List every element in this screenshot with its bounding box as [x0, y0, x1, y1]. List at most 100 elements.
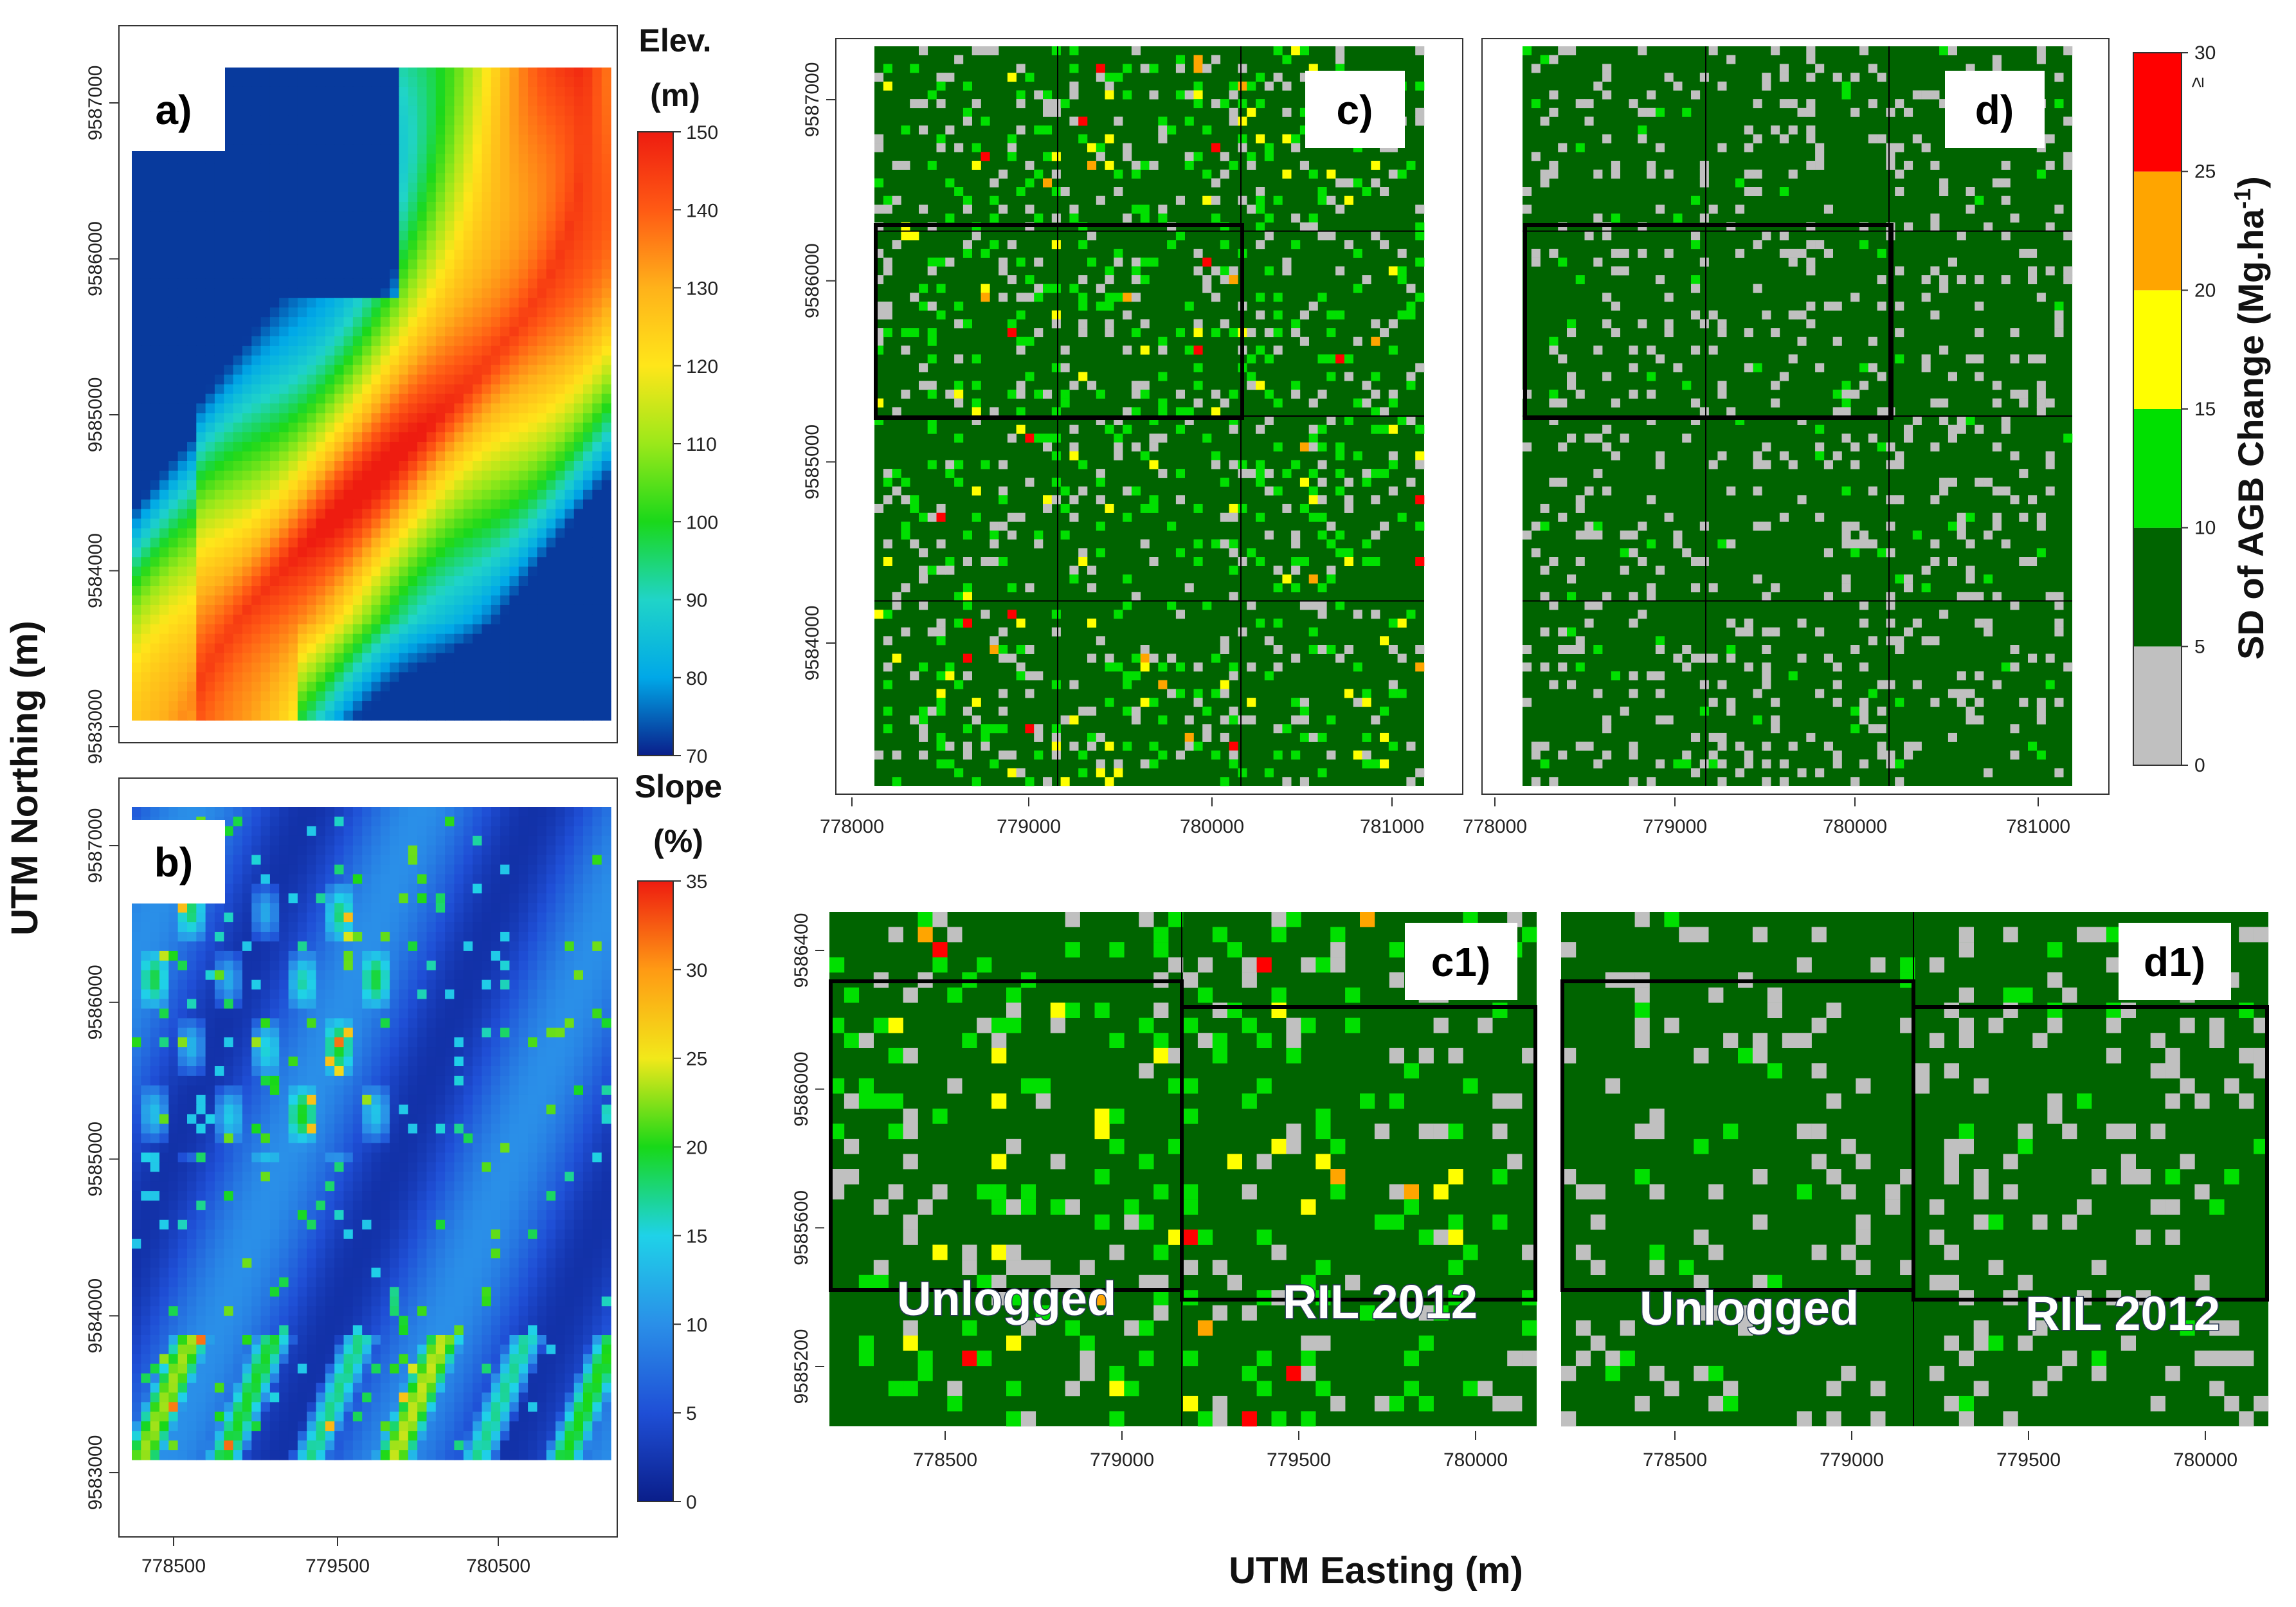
elevation-cell	[233, 202, 243, 212]
elevation-cell	[518, 422, 529, 433]
elevation-cell	[279, 288, 289, 298]
slope-cell	[371, 989, 381, 1000]
elevation-cell	[509, 682, 520, 692]
slope-cell	[426, 845, 437, 856]
slope-cell	[463, 874, 473, 884]
elevation-cell	[307, 125, 317, 136]
elevation-cell	[297, 595, 307, 606]
elevation-cell	[546, 96, 556, 107]
elevation-cell	[316, 653, 326, 663]
elevation-cell	[205, 192, 215, 203]
elevation-cell	[500, 317, 510, 327]
elevation-cell	[556, 711, 565, 721]
elevation-cell	[417, 183, 427, 193]
elevation-cell	[251, 576, 262, 586]
slope-cell	[205, 941, 215, 952]
elevation-cell	[214, 586, 224, 596]
elevation-cell	[334, 633, 345, 644]
elevation-cell	[233, 68, 243, 78]
slope-cell	[537, 912, 547, 923]
slope-cell	[316, 1008, 326, 1019]
elevation-cell	[445, 269, 455, 279]
elevation-cell	[316, 576, 326, 586]
elevation-cell	[445, 682, 455, 692]
elevation-cell	[546, 230, 556, 241]
slope-cell	[150, 1047, 160, 1057]
slope-cell	[546, 1047, 556, 1057]
elevation-cell	[390, 317, 400, 327]
elevation-cell	[371, 432, 381, 442]
elevation-cell	[500, 173, 510, 183]
slope-cell	[482, 1008, 492, 1019]
slope-cell	[334, 903, 345, 913]
slope-cell	[463, 922, 473, 932]
elevation-cell	[150, 384, 160, 395]
elevation-cell	[168, 643, 179, 654]
slope-cell	[399, 855, 409, 866]
elevation-cell	[491, 643, 501, 654]
slope-cell	[601, 826, 611, 837]
slope-cell	[518, 1028, 529, 1038]
elevation-cell	[509, 144, 520, 154]
elevation-cell	[269, 701, 280, 711]
elevation-cell	[132, 461, 141, 471]
elevation-cell	[233, 422, 243, 433]
elevation-cell	[325, 202, 335, 212]
elevation-cell	[565, 269, 575, 279]
elevation-cell	[417, 595, 427, 606]
elevation-cell	[316, 134, 326, 145]
elevation-cell	[390, 144, 400, 154]
slope-cell	[390, 989, 400, 1000]
elevation-cell	[408, 394, 418, 404]
elevation-cell	[482, 384, 492, 395]
elevation-cell	[168, 413, 179, 423]
slope-cell	[316, 903, 326, 913]
elevation-cell	[279, 259, 289, 269]
elevation-cell	[546, 662, 556, 673]
elevation-cell	[371, 442, 381, 452]
slope-cell	[343, 1018, 354, 1028]
elevation-cell	[233, 432, 243, 442]
elevation-cell	[473, 538, 482, 548]
elevation-cell	[454, 691, 464, 702]
elevation-cell	[601, 125, 611, 136]
elevation-cell	[150, 691, 160, 702]
elevation-cell	[583, 384, 593, 395]
elevation-cell	[187, 518, 197, 529]
elevation-cell	[408, 96, 418, 107]
elevation-cell	[187, 327, 197, 337]
slope-cell	[491, 989, 501, 1000]
elevation-cell	[168, 154, 179, 164]
slope-cell	[408, 979, 418, 990]
elevation-cell	[454, 105, 464, 116]
slope-cell	[500, 932, 510, 942]
elevation-cell	[435, 125, 446, 136]
elevation-cell	[334, 278, 345, 289]
elevation-cell	[417, 499, 427, 510]
slope-cell	[518, 893, 529, 903]
elevation-cell	[537, 374, 547, 385]
elevation-cell	[463, 144, 473, 154]
slope-cell	[224, 903, 234, 913]
elevation-cell	[528, 451, 538, 462]
elevation-cell	[482, 240, 492, 251]
elevation-cell	[325, 173, 335, 183]
elevation-cell	[214, 653, 224, 663]
elevation-cell	[288, 144, 298, 154]
slope-cell	[214, 932, 224, 942]
elevation-cell	[454, 461, 464, 471]
elevation-cell	[408, 336, 418, 347]
slope-cell	[196, 1008, 206, 1019]
slope-cell	[307, 816, 317, 827]
slope-cell	[390, 807, 400, 817]
elevation-cell	[168, 183, 179, 193]
elevation-cell	[500, 105, 510, 116]
elevation-cell	[242, 365, 252, 376]
slope-cell	[141, 960, 151, 971]
elevation-cell	[325, 422, 335, 433]
elevation-cell	[316, 154, 326, 164]
elevation-cell	[251, 144, 262, 154]
elevation-cell	[574, 567, 584, 577]
slope-cell	[399, 950, 409, 961]
elevation-cell	[150, 480, 160, 491]
